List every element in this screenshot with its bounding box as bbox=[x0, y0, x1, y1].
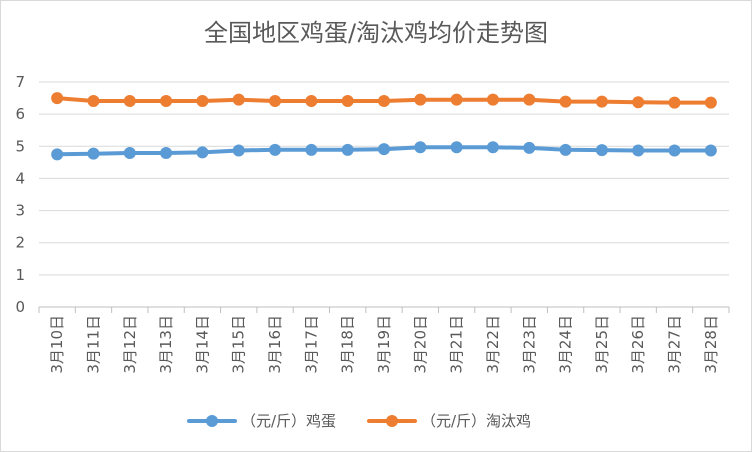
x-tick-label: 3月10日 bbox=[48, 315, 66, 374]
data-point bbox=[160, 147, 173, 160]
data-point bbox=[486, 141, 499, 154]
data-point bbox=[196, 94, 209, 107]
data-point bbox=[232, 144, 245, 157]
data-point bbox=[632, 96, 645, 109]
x-tick-label: 3月25日 bbox=[593, 315, 611, 374]
x-tick-label: 3月19日 bbox=[375, 315, 393, 374]
x-tick-label: 3月17日 bbox=[302, 315, 320, 374]
data-point bbox=[232, 93, 245, 106]
legend-label: （元/斤）鸡蛋 bbox=[241, 412, 336, 430]
data-point bbox=[51, 92, 64, 105]
data-point bbox=[123, 94, 136, 107]
x-tick-label: 3月24日 bbox=[557, 315, 575, 374]
data-point bbox=[704, 96, 717, 109]
data-point bbox=[486, 93, 499, 106]
data-point bbox=[196, 146, 209, 159]
data-point bbox=[414, 141, 427, 154]
y-tick-label: 5 bbox=[15, 137, 25, 155]
x-tick-label: 3月22日 bbox=[484, 315, 502, 374]
y-tick-label: 1 bbox=[15, 266, 25, 284]
x-tick-label: 3月14日 bbox=[193, 315, 211, 374]
y-tick-label: 7 bbox=[15, 73, 25, 91]
data-point bbox=[559, 95, 572, 108]
data-point bbox=[269, 143, 282, 156]
data-point bbox=[87, 147, 100, 160]
data-point bbox=[632, 144, 645, 157]
gridlines bbox=[39, 81, 729, 276]
data-point bbox=[341, 143, 354, 156]
x-tick-label: 3月21日 bbox=[448, 315, 466, 374]
data-point bbox=[160, 94, 173, 107]
data-point bbox=[523, 141, 536, 154]
data-point bbox=[668, 144, 681, 157]
x-tick-label: 3月26日 bbox=[629, 315, 647, 374]
x-tick-label: 3月11日 bbox=[84, 315, 102, 374]
data-point bbox=[87, 94, 100, 107]
chart-title: 全国地区鸡蛋/淘汰鸡均价走势图 bbox=[204, 19, 548, 47]
data-point bbox=[305, 94, 318, 107]
data-point bbox=[559, 143, 572, 156]
y-axis: 0 1 2 3 4 5 6 7 bbox=[15, 73, 25, 316]
data-point bbox=[595, 95, 608, 108]
data-point bbox=[450, 141, 463, 154]
data-point bbox=[378, 94, 390, 107]
y-tick-label: 0 bbox=[15, 298, 25, 316]
data-point bbox=[123, 147, 136, 160]
data-point bbox=[378, 143, 390, 156]
y-tick-label: 2 bbox=[15, 234, 25, 252]
x-tick-label: 3月20日 bbox=[411, 315, 429, 374]
data-point bbox=[704, 144, 717, 157]
data-point bbox=[414, 93, 427, 106]
data-point bbox=[450, 93, 463, 106]
legend: （元/斤）鸡蛋 （元/斤）淘汰鸡 bbox=[187, 412, 531, 430]
x-tick-label: 3月27日 bbox=[666, 315, 684, 374]
data-point bbox=[668, 96, 681, 109]
x-tick-label: 3月16日 bbox=[266, 315, 284, 374]
legend-label: （元/斤）淘汰鸡 bbox=[421, 412, 531, 430]
data-point bbox=[269, 94, 282, 107]
data-point bbox=[51, 148, 64, 161]
data-point bbox=[595, 144, 608, 157]
x-tick-label: 3月13日 bbox=[157, 315, 175, 374]
data-point bbox=[523, 93, 536, 106]
x-tick-label: 3月23日 bbox=[520, 315, 538, 374]
x-tick-label: 3月15日 bbox=[230, 315, 248, 374]
x-tick-label: 3月12日 bbox=[121, 315, 139, 374]
x-tick-label: 3月28日 bbox=[702, 315, 720, 374]
series-group bbox=[51, 92, 717, 161]
x-tick-label: 3月18日 bbox=[339, 315, 357, 374]
data-point bbox=[341, 94, 354, 107]
y-tick-label: 6 bbox=[15, 105, 25, 123]
legend-swatch-marker bbox=[206, 415, 218, 427]
y-tick-label: 4 bbox=[15, 169, 25, 187]
x-axis: 3月10日 3月11日 3月12日 3月13日 3月14日 3月15日 3月16日 3月17日… bbox=[38, 306, 730, 374]
data-point bbox=[305, 143, 318, 156]
y-tick-label: 3 bbox=[15, 202, 25, 220]
legend-swatch-marker bbox=[386, 415, 398, 427]
